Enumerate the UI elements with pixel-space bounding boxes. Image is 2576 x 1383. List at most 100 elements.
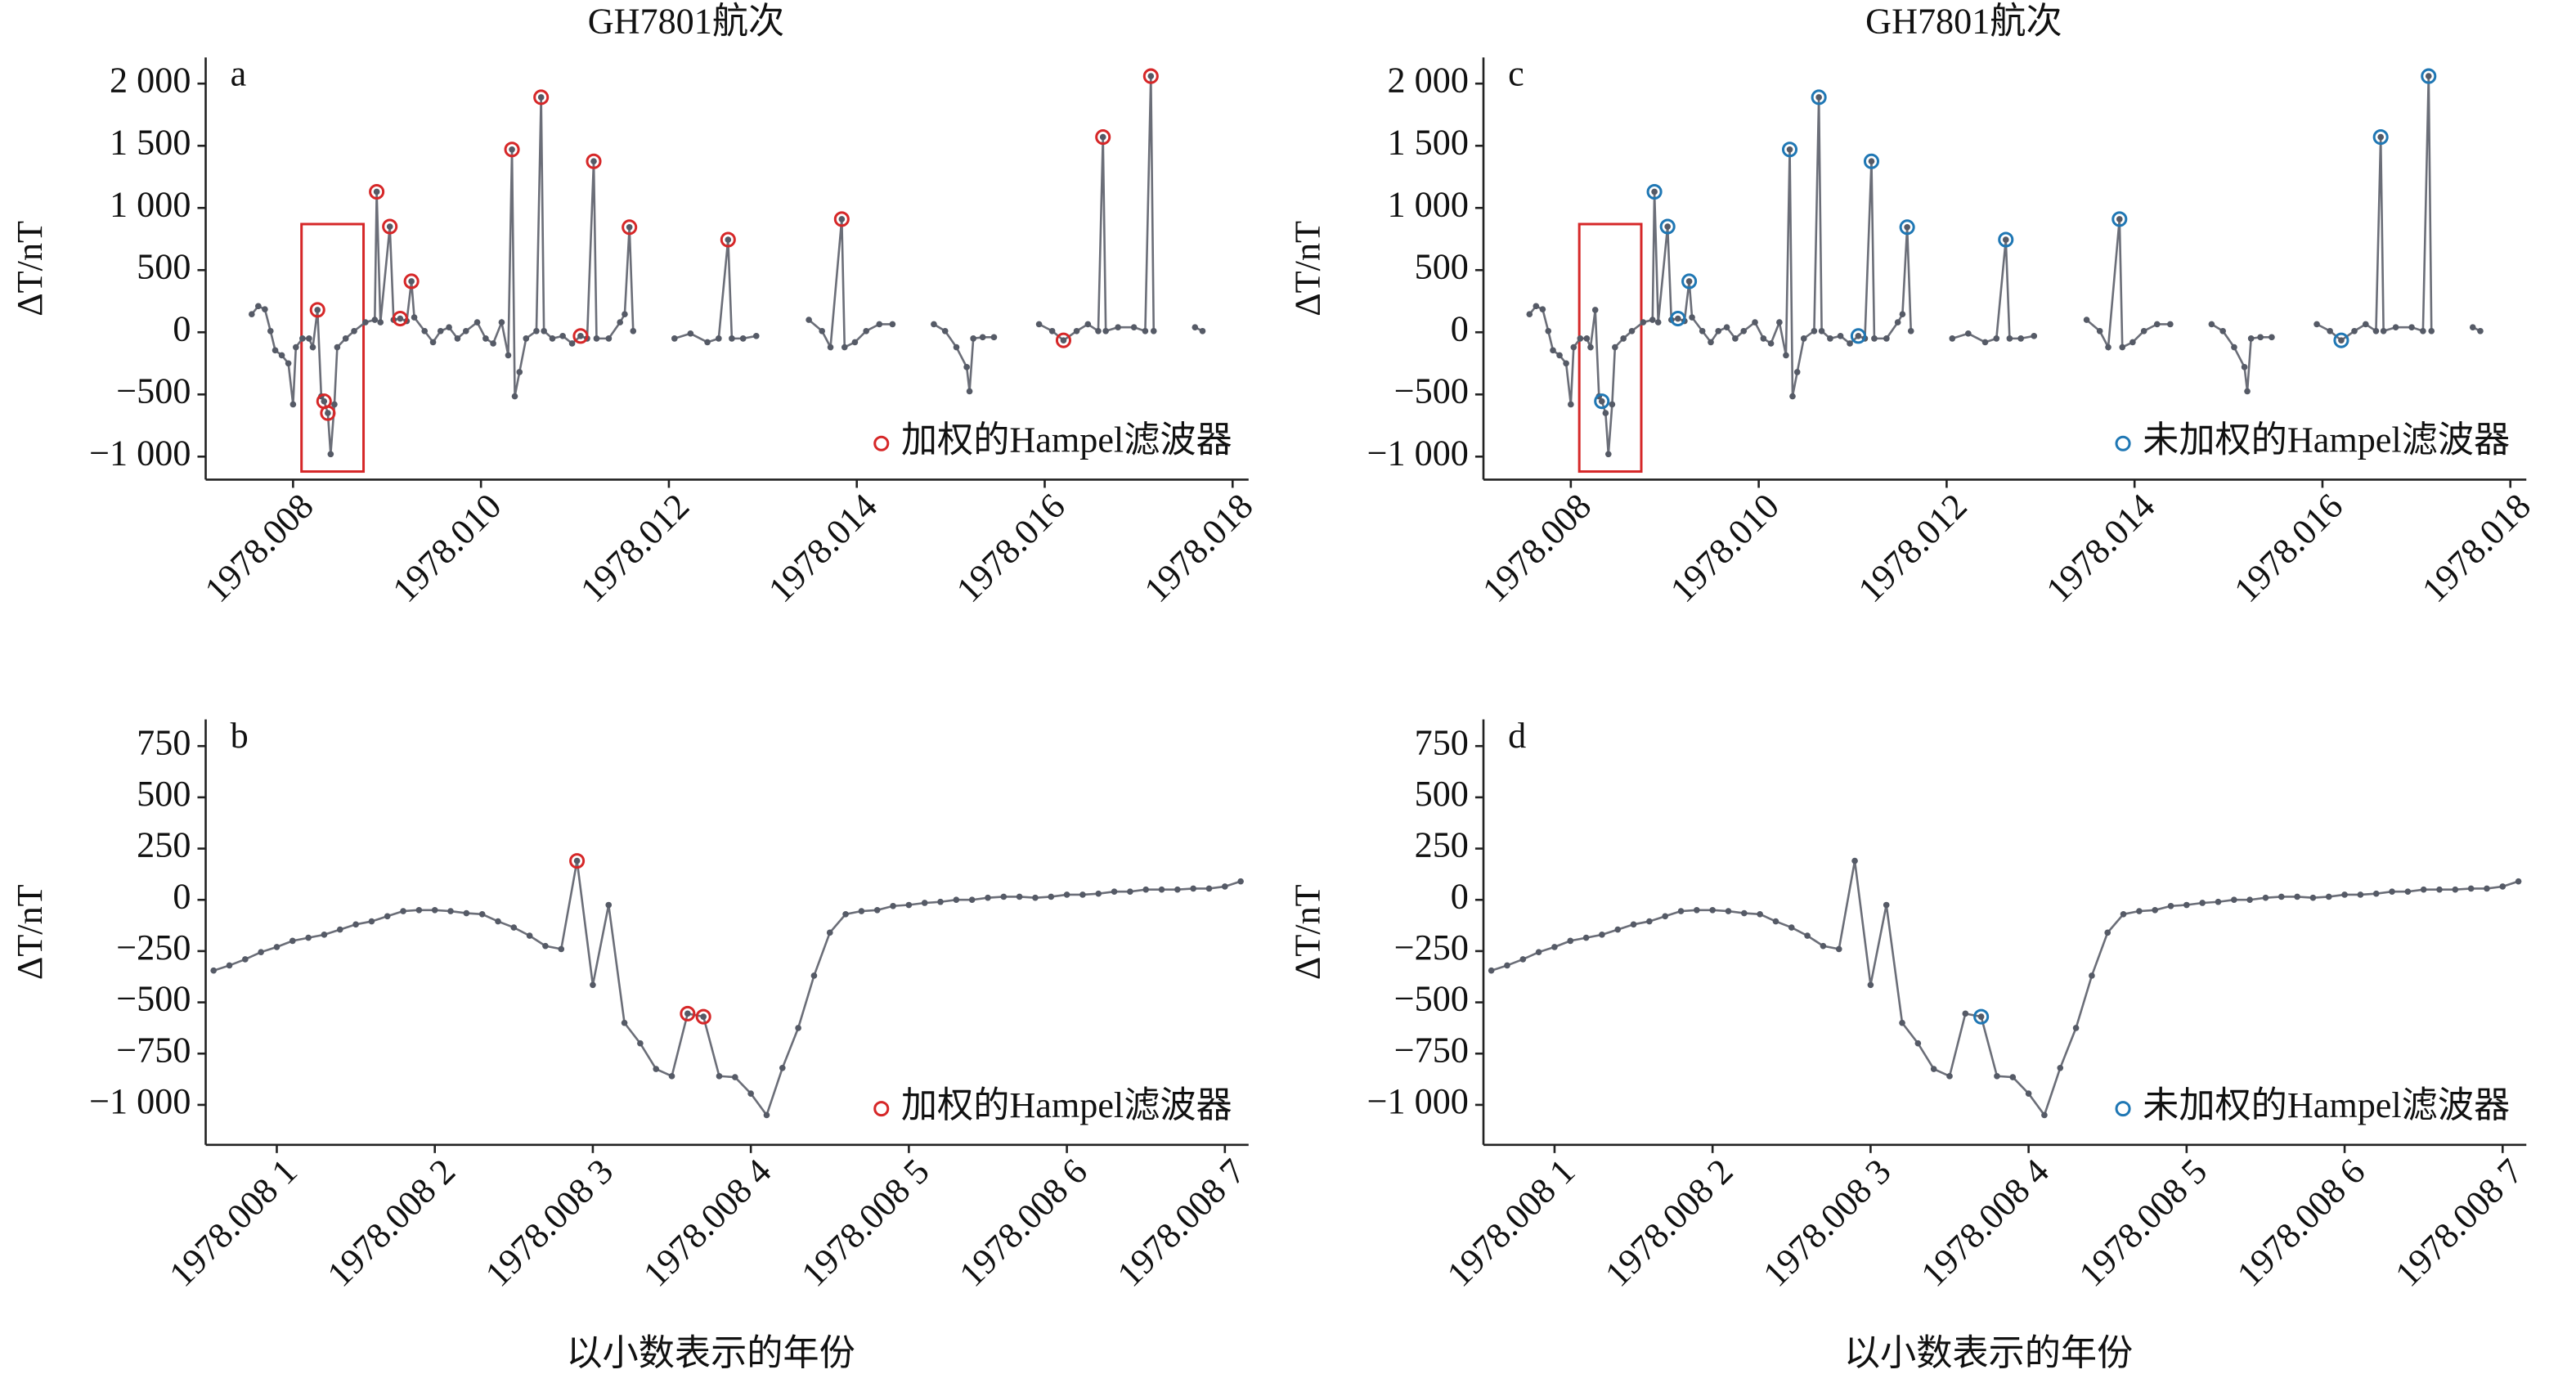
data-point (1563, 360, 1569, 367)
data-point (249, 311, 255, 318)
data-point (747, 1090, 754, 1097)
data-point (1095, 327, 1102, 335)
data-point (1786, 146, 1793, 153)
y-tick-label: 1 500 (1388, 122, 1469, 162)
data-point (1815, 94, 1822, 101)
panel-title: GH7801航次 (588, 1, 784, 41)
data-point (509, 146, 515, 153)
data-line (674, 239, 757, 344)
data-point (1646, 918, 1653, 925)
data-point (605, 901, 613, 909)
x-tick-label: 1978.008 7 (1110, 1152, 1253, 1295)
y-tick-label: 750 (137, 722, 191, 762)
data-point (334, 344, 341, 351)
panel-label: a (231, 54, 247, 94)
data-point (342, 335, 349, 342)
data-point (258, 949, 264, 955)
legend-marker (873, 435, 890, 451)
data-point (2313, 321, 2320, 328)
data-point (511, 393, 518, 400)
panel: b ΔT/nT 以小数表示的年份 750 500 250 0 −250 −500 −750 −1 0… (10, 716, 1253, 1373)
x-tick-label: 1978.008 1 (1439, 1152, 1582, 1295)
y-tick-label: −1 000 (1367, 1081, 1469, 1121)
outlier-marker (569, 853, 586, 869)
data-point (1868, 158, 1875, 165)
data-point (1725, 908, 1732, 914)
data-point (1192, 324, 1199, 331)
data-point (2199, 900, 2206, 906)
data-point (2294, 893, 2300, 900)
outlier-marker (392, 311, 408, 327)
data-point (2009, 1074, 2017, 1080)
data-line (933, 323, 994, 392)
y-tick-label: −500 (116, 370, 191, 411)
data-point (739, 335, 747, 342)
y-axis-label: ΔT/nT (10, 221, 50, 317)
data-point (1551, 944, 1558, 950)
data-point (1102, 327, 1109, 335)
y-axis-label: ΔT/nT (10, 884, 50, 980)
data-point (454, 335, 461, 342)
data-point (806, 317, 812, 323)
data-point (255, 303, 262, 310)
data-point (1793, 369, 1801, 375)
data-point (1550, 347, 1556, 354)
data-point (523, 335, 530, 342)
data-point (716, 335, 722, 342)
data-point (2152, 906, 2159, 914)
data-point (2404, 888, 2412, 896)
data-point (1609, 401, 1616, 408)
data-point (1677, 908, 1685, 914)
data-point (1664, 223, 1671, 230)
data-point (321, 932, 328, 938)
data-point (2357, 891, 2364, 898)
data-point (1699, 327, 1706, 335)
data-point (2425, 73, 2432, 79)
data-point (1630, 921, 1637, 928)
data-point (1740, 327, 1748, 335)
data-point (226, 962, 233, 969)
data-point (2469, 324, 2476, 331)
data-point (1800, 335, 1807, 342)
outlier-marker (680, 1005, 696, 1022)
data-point (617, 319, 624, 326)
data-point (495, 918, 501, 925)
data-point (2136, 908, 2143, 914)
data-point (272, 347, 279, 354)
data-point (2057, 1064, 2064, 1071)
x-tick-label: 1978.012 (572, 486, 697, 610)
data-point (1130, 324, 1138, 331)
data-point (1649, 317, 1656, 323)
x-tick-label: 1978.010 (385, 486, 509, 610)
data-point (368, 918, 375, 925)
y-tick-label: −1 000 (89, 433, 191, 473)
data-point (558, 945, 565, 953)
y-tick-label: −500 (1394, 979, 1469, 1019)
y-tick-label: 500 (1415, 246, 1469, 286)
data-point (810, 972, 818, 979)
data-point (351, 327, 357, 335)
data-point (1587, 344, 1594, 351)
data-point (1811, 327, 1818, 335)
data-point (2072, 1025, 2080, 1031)
x-tick-label: 1978.008 2 (320, 1152, 463, 1295)
data-point (2219, 327, 2226, 335)
data-point (1871, 335, 1878, 342)
outlier-marker (1055, 332, 1072, 348)
legend-label: 加权的Hampel滤波器 (901, 420, 1232, 460)
data-point (262, 306, 268, 312)
data-point (937, 898, 944, 905)
data-point (1150, 327, 1157, 335)
x-tick-label: 1978.008 4 (1914, 1152, 2057, 1295)
data-point (1851, 857, 1858, 864)
data-point (1827, 335, 1833, 342)
data-point (890, 902, 896, 909)
data-point (704, 339, 711, 346)
data-point (2325, 893, 2332, 900)
data-point (2153, 321, 2161, 328)
x-tick-label: 1978.008 5 (2071, 1152, 2215, 1295)
legend-marker (2115, 435, 2131, 451)
outlier-marker (1973, 1008, 1990, 1025)
data-point (289, 401, 297, 408)
x-tick-label: 1978.014 (761, 486, 885, 610)
